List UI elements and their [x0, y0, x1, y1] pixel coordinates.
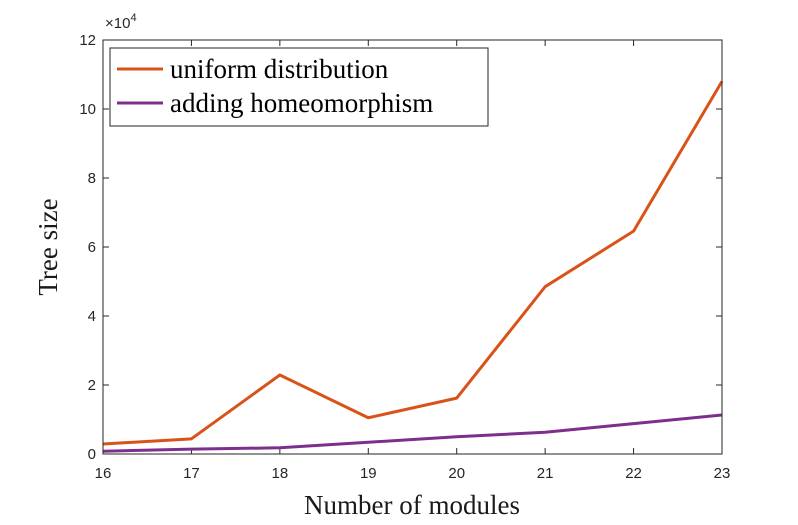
legend-label-uniform: uniform distribution — [170, 54, 389, 84]
x-tick-label: 19 — [360, 465, 377, 482]
x-tick-label: 16 — [95, 465, 112, 482]
y-tick-labels: 0 2 4 6 8 10 12 — [79, 32, 96, 463]
series-line-uniform — [102, 80, 724, 446]
x-tick-label: 17 — [183, 465, 200, 482]
y-axis-exponent: ×104 — [105, 12, 137, 32]
y-tick-label: 8 — [88, 170, 96, 187]
y-tick-label: 6 — [88, 239, 96, 256]
y-tick-label: 0 — [88, 446, 96, 463]
y-axis-exponent-power: 4 — [130, 12, 136, 24]
x-axis-label: Number of modules — [304, 490, 520, 520]
y-tick-label: 12 — [79, 32, 96, 49]
series-line-homeomorphism — [102, 413, 723, 453]
y-tick-label: 4 — [88, 308, 96, 325]
x-tick-label: 20 — [448, 465, 465, 482]
y-axis-label: Tree size — [33, 198, 63, 295]
legend: uniform distribution adding homeomorphis… — [109, 47, 489, 127]
legend-label-homeomorphism: adding homeomorphism — [170, 88, 433, 118]
legend-box — [109, 47, 489, 127]
y-tick-label: 2 — [88, 377, 96, 394]
x-tick-label: 18 — [272, 465, 289, 482]
x-tick-labels: 16 17 18 19 20 21 22 23 — [95, 465, 731, 482]
x-tick-label: 23 — [714, 465, 731, 482]
plot-frame — [102, 39, 723, 455]
y-tick-label: 10 — [79, 101, 96, 118]
x-tick-label: 21 — [537, 465, 554, 482]
x-tick-label: 22 — [625, 465, 642, 482]
y-axis-exponent-base: ×10 — [105, 15, 130, 32]
